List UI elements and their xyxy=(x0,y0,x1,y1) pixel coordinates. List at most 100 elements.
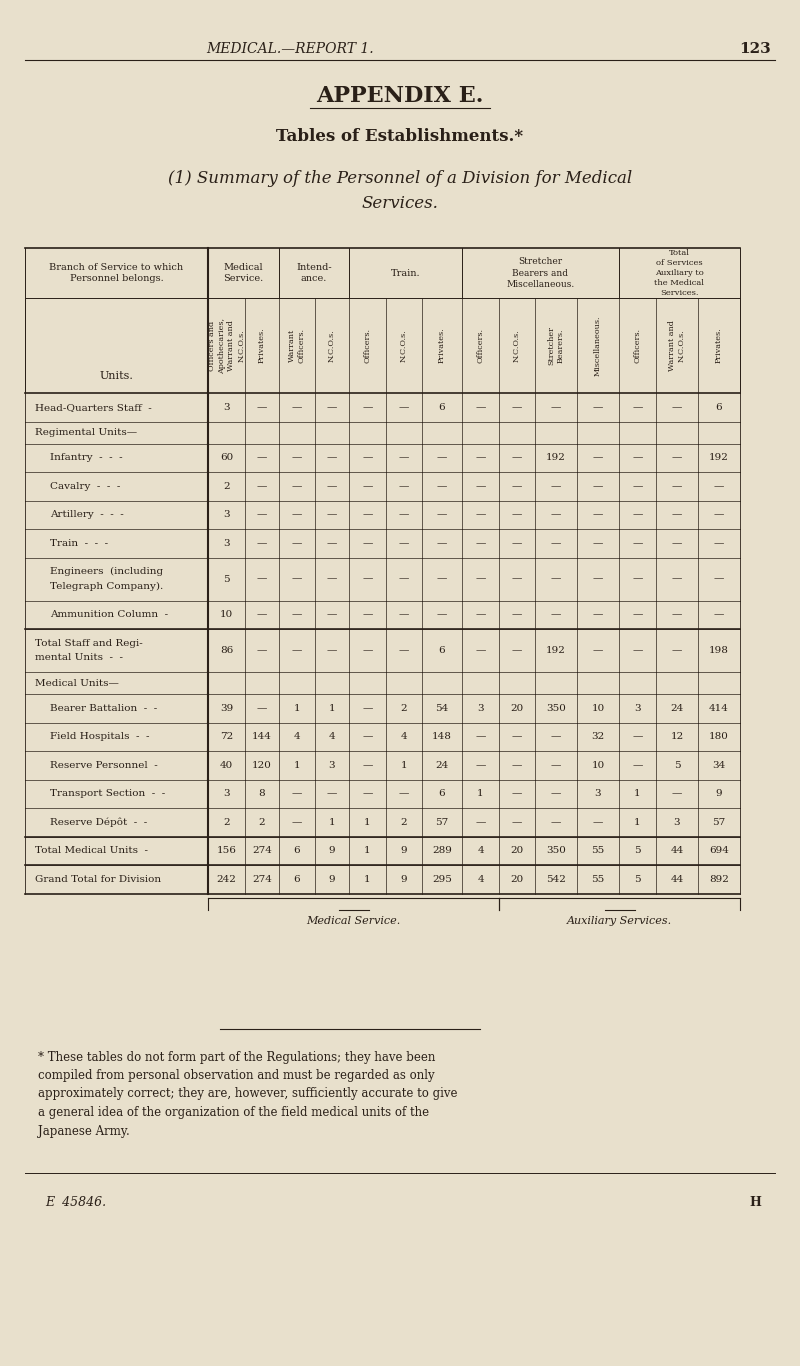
Text: —: — xyxy=(257,703,267,713)
Text: —: — xyxy=(714,575,724,583)
Text: N.C.O.s.: N.C.O.s. xyxy=(400,329,408,362)
Text: (1) Summary of the Personnel of a Division for Medical
Services.: (1) Summary of the Personnel of a Divisi… xyxy=(168,169,632,212)
Text: 1: 1 xyxy=(401,761,407,770)
Text: —: — xyxy=(512,790,522,798)
Text: —: — xyxy=(551,511,561,519)
Text: —: — xyxy=(327,646,337,656)
Text: 4: 4 xyxy=(401,732,407,742)
Text: —: — xyxy=(593,646,603,656)
Text: Stretcher
Bearers and
Miscellaneous.: Stretcher Bearers and Miscellaneous. xyxy=(506,257,574,288)
Text: —: — xyxy=(475,575,486,583)
Text: —: — xyxy=(672,790,682,798)
Text: 9: 9 xyxy=(329,847,335,855)
Text: 295: 295 xyxy=(432,874,452,884)
Text: 9: 9 xyxy=(329,874,335,884)
Text: 55: 55 xyxy=(591,874,605,884)
Text: —: — xyxy=(475,403,486,411)
Text: —: — xyxy=(327,790,337,798)
Text: —: — xyxy=(672,454,682,462)
Text: —: — xyxy=(399,511,409,519)
Text: 12: 12 xyxy=(670,732,684,742)
Text: 192: 192 xyxy=(709,454,729,462)
Text: —: — xyxy=(593,511,603,519)
Text: Stretcher
Bearers.: Stretcher Bearers. xyxy=(547,326,565,365)
Text: Warrant
Officers.: Warrant Officers. xyxy=(288,328,306,363)
Text: —: — xyxy=(512,818,522,826)
Text: —: — xyxy=(292,538,302,548)
Text: 5: 5 xyxy=(634,847,641,855)
Text: —: — xyxy=(551,732,561,742)
Text: Infantry  -  -  -: Infantry - - - xyxy=(50,454,122,462)
Text: 1: 1 xyxy=(364,847,371,855)
Text: —: — xyxy=(327,611,337,619)
Text: Train.: Train. xyxy=(390,269,420,277)
Text: 6: 6 xyxy=(716,403,722,411)
Text: 57: 57 xyxy=(435,818,449,826)
Text: 1: 1 xyxy=(294,761,300,770)
Text: —: — xyxy=(257,538,267,548)
Text: —: — xyxy=(292,511,302,519)
Text: —: — xyxy=(327,403,337,411)
Text: Ammunition Column  -: Ammunition Column - xyxy=(50,611,168,619)
Text: 10: 10 xyxy=(591,761,605,770)
Text: Engineers  (including: Engineers (including xyxy=(50,567,163,576)
Text: 44: 44 xyxy=(670,847,684,855)
Text: 44: 44 xyxy=(670,874,684,884)
Text: 414: 414 xyxy=(709,703,729,713)
Text: —: — xyxy=(362,538,373,548)
Text: —: — xyxy=(714,511,724,519)
Text: mental Units  -  -: mental Units - - xyxy=(35,653,123,663)
Text: —: — xyxy=(257,482,267,490)
Text: Privates.: Privates. xyxy=(715,328,723,363)
Text: Artillery  -  -  -: Artillery - - - xyxy=(50,511,124,519)
Text: 192: 192 xyxy=(546,454,566,462)
Text: —: — xyxy=(437,482,447,490)
Text: 123: 123 xyxy=(739,42,771,56)
Text: 20: 20 xyxy=(510,874,524,884)
Text: 198: 198 xyxy=(709,646,729,656)
Text: 6: 6 xyxy=(294,847,300,855)
Text: 24: 24 xyxy=(435,761,449,770)
Text: —: — xyxy=(512,454,522,462)
Text: 5: 5 xyxy=(634,874,641,884)
Text: 289: 289 xyxy=(432,847,452,855)
Text: —: — xyxy=(551,818,561,826)
Text: —: — xyxy=(257,511,267,519)
Text: * These tables do not form part of the Regulations; they have been
compiled from: * These tables do not form part of the R… xyxy=(38,1050,458,1138)
Text: —: — xyxy=(362,611,373,619)
Text: 192: 192 xyxy=(546,646,566,656)
Text: —: — xyxy=(437,511,447,519)
Text: 156: 156 xyxy=(217,847,237,855)
Text: 86: 86 xyxy=(220,646,233,656)
Text: —: — xyxy=(437,611,447,619)
Text: 10: 10 xyxy=(591,703,605,713)
Text: —: — xyxy=(257,575,267,583)
Text: 32: 32 xyxy=(591,732,605,742)
Text: —: — xyxy=(327,482,337,490)
Text: Medical Service.: Medical Service. xyxy=(306,917,401,926)
Text: —: — xyxy=(399,403,409,411)
Text: 180: 180 xyxy=(709,732,729,742)
Text: 10: 10 xyxy=(220,611,233,619)
Text: —: — xyxy=(632,403,642,411)
Text: 3: 3 xyxy=(223,790,230,798)
Text: Medical
Service.: Medical Service. xyxy=(223,262,264,283)
Text: Tables of Establishments.*: Tables of Establishments.* xyxy=(277,128,523,145)
Text: —: — xyxy=(399,611,409,619)
Text: 34: 34 xyxy=(712,761,726,770)
Text: —: — xyxy=(292,482,302,490)
Text: 3: 3 xyxy=(477,703,484,713)
Text: 6: 6 xyxy=(438,403,446,411)
Text: Medical Units—: Medical Units— xyxy=(35,679,119,687)
Text: —: — xyxy=(672,575,682,583)
Text: —: — xyxy=(512,761,522,770)
Text: 54: 54 xyxy=(435,703,449,713)
Text: 2: 2 xyxy=(223,818,230,826)
Text: —: — xyxy=(292,646,302,656)
Text: —: — xyxy=(327,538,337,548)
Text: —: — xyxy=(362,732,373,742)
Text: 5: 5 xyxy=(674,761,680,770)
Text: 274: 274 xyxy=(252,847,272,855)
Text: —: — xyxy=(362,454,373,462)
Text: —: — xyxy=(475,818,486,826)
